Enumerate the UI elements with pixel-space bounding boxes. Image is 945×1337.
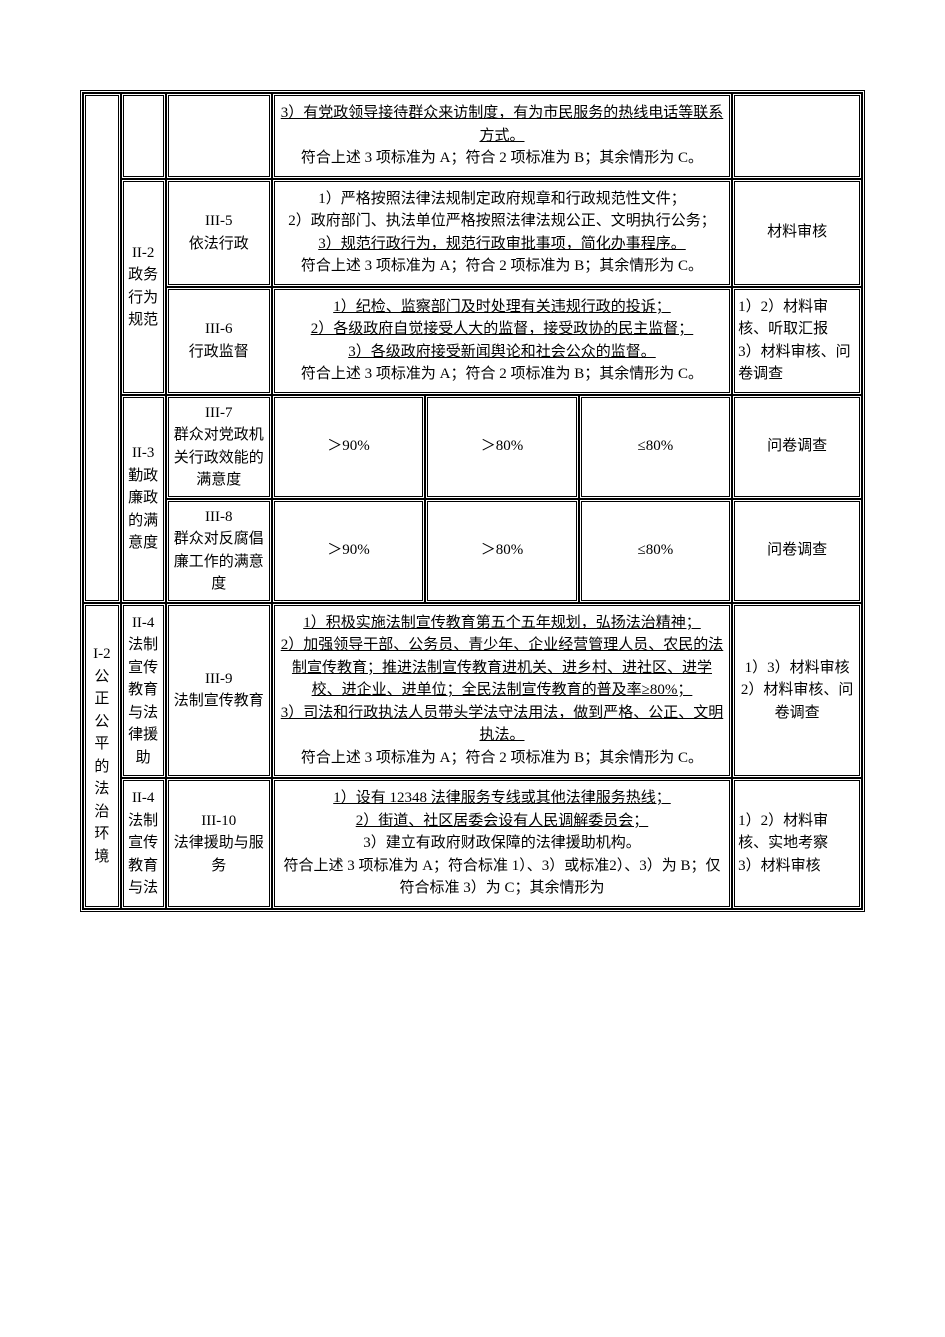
criteria-item: 3）建立有政府财政保障的法律援助机构。: [278, 832, 726, 855]
level3-name: 依法行政: [189, 236, 249, 252]
cell-method: 材料审核: [732, 179, 862, 287]
level1-code: I-2: [93, 646, 111, 662]
level2-name: 勤政廉政的满意度: [128, 468, 158, 552]
level3-code: III-5: [205, 213, 232, 229]
criteria-item: 2）政府部门、执法单位严格按照法律法规公正、文明执行公务；: [278, 210, 726, 233]
level3-name: 行政监督: [189, 344, 249, 360]
table-row: III-6 行政监督 1）纪检、监察部门及时处理有关违规行政的投诉； 2）各级政…: [83, 287, 862, 395]
cell-criteria: 1）纪检、监察部门及时处理有关违规行政的投诉； 2）各级政府自觉接受人大的监督，…: [272, 287, 732, 395]
level3-code: III-6: [205, 321, 232, 337]
cell-level3: III-6 行政监督: [166, 287, 272, 395]
table-row: 3）有党政领导接待群众来访制度，有为市民服务的热线电话等联系方式。 符合上述 3…: [83, 93, 862, 179]
level3-code: III-10: [201, 813, 236, 829]
cell-criteria-c: ≤80%: [579, 395, 732, 499]
cell-method-empty: [732, 93, 862, 179]
table-row: II-3 勤政廉政的满意度 III-7 群众对党政机关行政效能的满意度 ＞90%…: [83, 395, 862, 499]
criteria-item: 3）司法和行政执法人员带头学法守法用法，做到严格、公正、文明执法。: [278, 702, 726, 747]
cell-level2: II-2 政务行为规范: [121, 179, 166, 395]
cell-criteria-b: ＞80%: [425, 395, 578, 499]
cell-level1: I-2 公正公平的法治环境: [83, 603, 121, 909]
cell-criteria: 1）严格按照法律法规制定政府规章和行政规范性文件； 2）政府部门、执法单位严格按…: [272, 179, 732, 287]
cell-method: 1）3）材料审核 2）材料审核、问卷调查: [732, 603, 862, 779]
criteria-footer: 符合上述 3 项标准为 A；符合标准 1）、3）或标准2）、3）为 B；仅符合标…: [278, 855, 726, 900]
criteria-footer: 符合上述 3 项标准为 A；符合 2 项标准为 B；其余情形为 C。: [278, 255, 726, 278]
cell-criteria: 1）设有 12348 法律服务专线或其他法律服务热线； 2）街道、社区居委会设有…: [272, 778, 732, 909]
cell-level2: II-3 勤政廉政的满意度: [121, 395, 166, 603]
level2-code: II-4: [132, 615, 155, 631]
assessment-table: 3）有党政领导接待群众来访制度，有为市民服务的热线电话等联系方式。 符合上述 3…: [80, 90, 865, 912]
criteria-item: 1）严格按照法律法规制定政府规章和行政规范性文件；: [278, 188, 726, 211]
cell-method: 1）2）材料审核、实地考察 3）材料审核: [732, 778, 862, 909]
cell-level3-empty: [166, 93, 272, 179]
cell-level2: II-4 法制宣传教育与法: [121, 778, 166, 909]
level3-code: III-8: [205, 509, 232, 525]
level2-name: 法制宣传教育与法: [128, 813, 158, 897]
criteria-item: 2）各级政府自觉接受人大的监督，接受政协的民主监督；: [278, 318, 726, 341]
cell-level3: III-9 法制宣传教育: [166, 603, 272, 779]
cell-method: 问卷调查: [732, 395, 862, 499]
criteria-item: 3）规范行政行为，规范行政审批事项，简化办事程序。: [278, 233, 726, 256]
table-row: II-2 政务行为规范 III-5 依法行政 1）严格按照法律法规制定政府规章和…: [83, 179, 862, 287]
criteria-item: 1）设有 12348 法律服务专线或其他法律服务热线；: [278, 787, 726, 810]
criteria-item: 1）纪检、监察部门及时处理有关违规行政的投诉；: [278, 296, 726, 319]
criteria-item: 2）街道、社区居委会设有人民调解委员会；: [278, 810, 726, 833]
level3-name: 群众对党政机关行政效能的满意度: [174, 427, 264, 488]
level2-code: II-3: [132, 445, 155, 461]
cell-method: 1）2）材料审核、听取汇报 3）材料审核、问卷调查: [732, 287, 862, 395]
cell-criteria-c: ≤80%: [579, 499, 732, 603]
table-row: I-2 公正公平的法治环境 II-4 法制宣传教育与法律援助 III-9 法制宣…: [83, 603, 862, 779]
cell-level1-empty: [83, 93, 121, 603]
level3-name: 群众对反腐倡廉工作的满意度: [174, 531, 264, 592]
level1-name: 公正公平的法治环境: [94, 669, 109, 865]
criteria-footer: 符合上述 3 项标准为 A；符合 2 项标准为 B；其余情形为 C。: [278, 147, 726, 170]
level3-code: III-9: [205, 671, 232, 687]
cell-criteria: 1）积极实施法制宣传教育第五个五年规划，弘扬法治精神； 2）加强领导干部、公务员…: [272, 603, 732, 779]
criteria-item: 3）各级政府接受新闻舆论和社会公众的监督。: [278, 341, 726, 364]
cell-level3: III-10 法律援助与服务: [166, 778, 272, 909]
cell-criteria-a: ＞90%: [272, 395, 425, 499]
cell-criteria-b: ＞80%: [425, 499, 578, 603]
level2-name: 法制宣传教育与法律援助: [128, 637, 158, 766]
cell-level3: III-7 群众对党政机关行政效能的满意度: [166, 395, 272, 499]
level3-name: 法制宣传教育: [174, 693, 264, 709]
cell-method: 问卷调查: [732, 499, 862, 603]
level2-code: II-2: [132, 245, 155, 261]
criteria-footer: 符合上述 3 项标准为 A；符合 2 项标准为 B；其余情形为 C。: [278, 363, 726, 386]
cell-level3: III-5 依法行政: [166, 179, 272, 287]
cell-criteria-a: ＞90%: [272, 499, 425, 603]
criteria-item: 1）积极实施法制宣传教育第五个五年规划，弘扬法治精神；: [278, 612, 726, 635]
criteria-footer: 符合上述 3 项标准为 A；符合 2 项标准为 B；其余情形为 C。: [278, 747, 726, 770]
level2-name: 政务行为规范: [128, 267, 158, 328]
cell-criteria: 3）有党政领导接待群众来访制度，有为市民服务的热线电话等联系方式。 符合上述 3…: [272, 93, 732, 179]
table-row: II-4 法制宣传教育与法 III-10 法律援助与服务 1）设有 12348 …: [83, 778, 862, 909]
level2-code: II-4: [132, 790, 155, 806]
table-row: III-8 群众对反腐倡廉工作的满意度 ＞90% ＞80% ≤80% 问卷调查: [83, 499, 862, 603]
cell-level2-empty: [121, 93, 166, 179]
level3-code: III-7: [205, 405, 232, 421]
level3-name: 法律援助与服务: [174, 835, 264, 874]
cell-level3: III-8 群众对反腐倡廉工作的满意度: [166, 499, 272, 603]
criteria-item: 2）加强领导干部、公务员、青少年、企业经营管理人员、农民的法制宣传教育；推进法制…: [278, 634, 726, 702]
criteria-item: 3）有党政领导接待群众来访制度，有为市民服务的热线电话等联系方式。: [278, 102, 726, 147]
cell-level2: II-4 法制宣传教育与法律援助: [121, 603, 166, 779]
